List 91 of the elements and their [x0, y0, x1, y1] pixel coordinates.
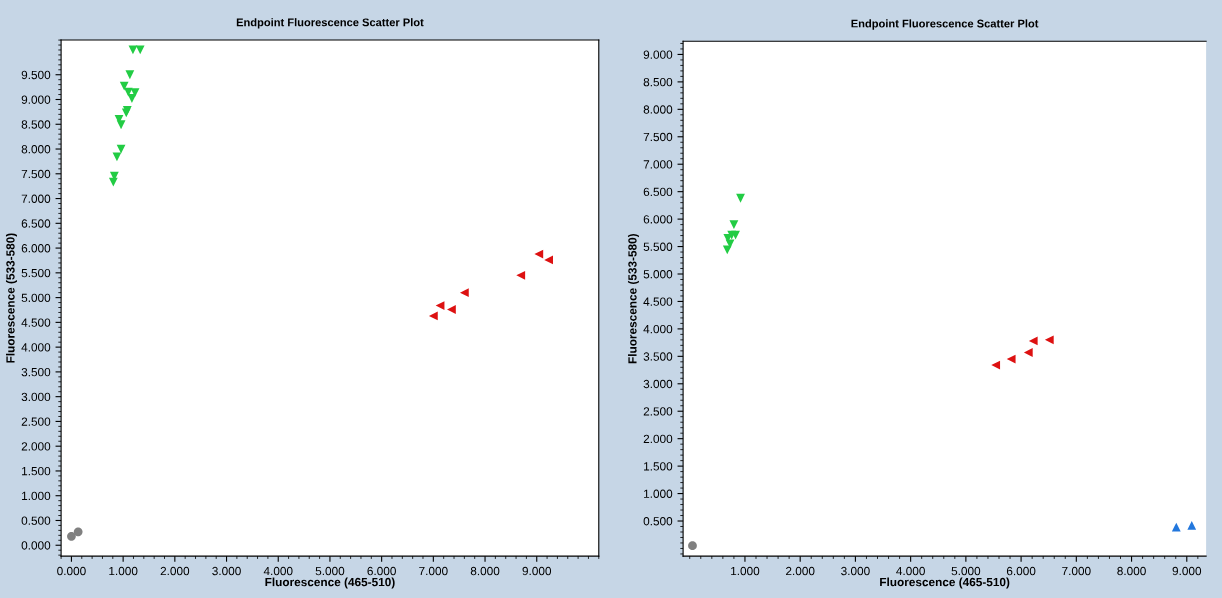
- x-tick-label: 6.000: [1006, 566, 1036, 576]
- y-tick-label: 8.000: [643, 105, 673, 114]
- y-tick-label: 7.000: [21, 194, 51, 203]
- point: [116, 120, 126, 130]
- y-tick-label: 3.500: [21, 367, 51, 377]
- y-tick-label: 5.500: [21, 268, 51, 278]
- x-axis-title: Fluorescence (465-510): [265, 577, 395, 589]
- point: [130, 88, 140, 97]
- y-tick-label: 5.000: [21, 293, 51, 302]
- y-tick-label: 1.500: [644, 462, 673, 471]
- x-tick-label: 5.000: [315, 566, 345, 576]
- y-tick-label: 5.000: [643, 270, 673, 279]
- point: [135, 45, 145, 55]
- x-tick-label: 8.000: [1117, 566, 1146, 576]
- point: [1028, 336, 1038, 346]
- y-tick-label: 0.500: [643, 517, 673, 526]
- y-tick-label: 6.000: [643, 215, 673, 224]
- y-tick-label: 2.000: [643, 434, 673, 444]
- y-tick-label: 9.000: [21, 95, 51, 104]
- point: [447, 305, 456, 314]
- point: [127, 94, 137, 103]
- y-tick-label: 0.000: [21, 541, 51, 550]
- y-tick-label: 6.500: [643, 187, 673, 197]
- x-tick-label: 7.000: [1062, 566, 1091, 576]
- x-tick-label: 1.000: [109, 566, 138, 576]
- y-tick-label: 1.000: [22, 491, 51, 501]
- y-tick-label: 8.500: [21, 120, 51, 129]
- y-tick-label: 2.500: [21, 417, 51, 426]
- x-tick-label: 1.000: [731, 566, 760, 576]
- y-tick-label: 8.000: [21, 145, 51, 154]
- y-tick-label: 7.500: [643, 132, 673, 142]
- point: [1023, 348, 1033, 357]
- y-tick-label: 9.000: [643, 50, 673, 59]
- point: [116, 144, 126, 154]
- point: [516, 270, 526, 280]
- x-tick-label: 4.000: [896, 566, 925, 576]
- point: [73, 527, 83, 537]
- y-tick-label: 4.000: [643, 324, 673, 334]
- point: [544, 255, 554, 265]
- point: [1006, 354, 1016, 364]
- x-tick-label: 3.000: [841, 566, 870, 576]
- x-tick-label: 9.000: [522, 566, 552, 576]
- point: [729, 220, 739, 229]
- x-tick-label: 9.000: [1172, 566, 1202, 576]
- y-tick-label: 7.500: [21, 169, 51, 179]
- y-tick-label: 4.000: [21, 343, 51, 352]
- point: [534, 249, 544, 259]
- point: [67, 531, 76, 541]
- x-tick-label: 8.000: [470, 566, 500, 576]
- y-tick-label: 3.500: [643, 352, 673, 361]
- y-tick-label: 9.500: [21, 70, 51, 80]
- x-tick-label: 3.000: [212, 566, 241, 576]
- y-tick-label: 1.000: [644, 489, 673, 498]
- point: [459, 288, 469, 298]
- point: [108, 177, 118, 187]
- point: [736, 193, 745, 203]
- point: [722, 245, 732, 255]
- point: [1044, 335, 1054, 345]
- point: [119, 81, 129, 91]
- point: [1171, 522, 1181, 532]
- point: [125, 70, 135, 80]
- y-tick-label: 0.500: [21, 516, 51, 525]
- y-tick-label: 3.000: [643, 379, 673, 389]
- y-tick-label: 7.000: [643, 160, 673, 169]
- chart-title: Endpoint Fluorescence Scatter Plot: [236, 18, 424, 29]
- y-tick-label: 8.500: [643, 77, 673, 87]
- y-tick-label: 5.500: [643, 242, 673, 251]
- chart-title: Endpoint Fluorescence Scatter Plot: [851, 19, 1039, 30]
- x-tick-label: 5.000: [951, 566, 981, 576]
- point: [731, 230, 740, 240]
- x-axis-title: Fluorescence (465-510): [880, 577, 1010, 589]
- x-tick-label: 0.000: [57, 566, 86, 576]
- y-axis-title: Fluorescence (533-580): [5, 233, 17, 363]
- y-tick-label: 4.500: [21, 318, 51, 327]
- x-tick-label: 2.000: [786, 566, 815, 576]
- y-tick-label: 1.500: [22, 466, 51, 476]
- y-tick-label: 2.500: [643, 407, 673, 416]
- y-tick-label: 6.000: [21, 244, 51, 253]
- y-tick-label: 6.500: [21, 219, 51, 228]
- point: [1187, 521, 1197, 530]
- y-tick-label: 2.000: [21, 442, 51, 451]
- point: [991, 360, 1001, 370]
- point: [428, 311, 438, 321]
- y-axis-title: Fluorescence (533-580): [627, 233, 639, 364]
- x-tick-label: 6.000: [367, 566, 396, 576]
- point: [688, 541, 697, 551]
- x-tick-label: 4.000: [263, 566, 293, 576]
- y-tick-label: 3.000: [21, 392, 51, 402]
- x-tick-label: 7.000: [419, 566, 448, 576]
- x-tick-label: 2.000: [160, 566, 190, 576]
- y-tick-label: 4.500: [643, 297, 673, 306]
